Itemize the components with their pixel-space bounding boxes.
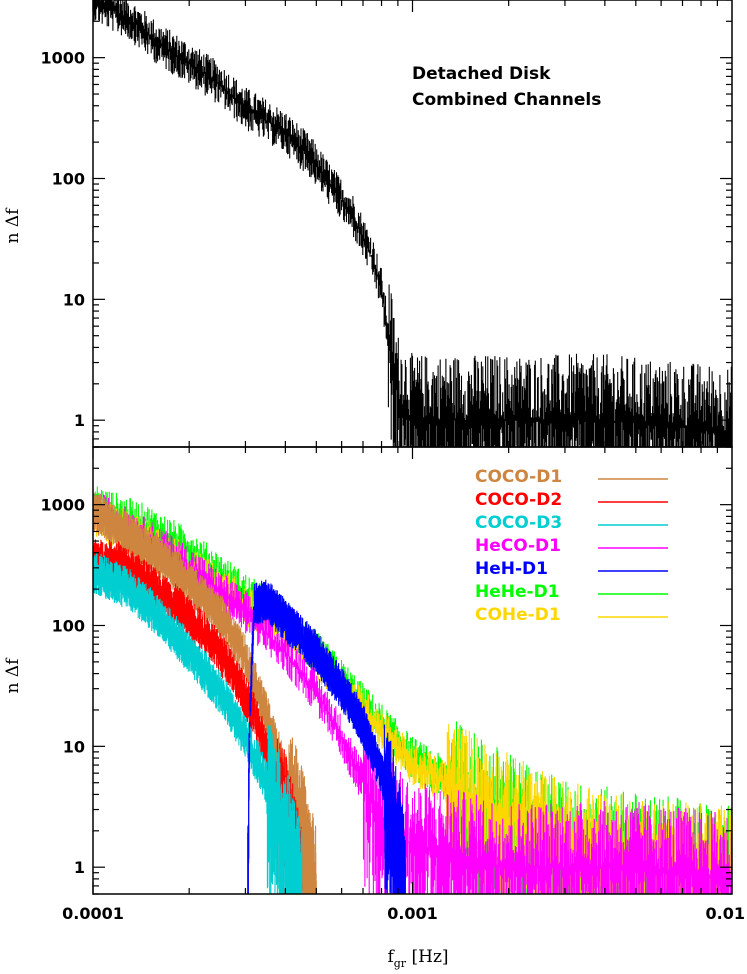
y-tick-label: 1 <box>74 858 85 877</box>
y-tick-label: 1 <box>74 411 85 430</box>
y-tick-label: 100 <box>52 170 85 189</box>
top-panel: 1000 100 10 1 <box>40 0 733 448</box>
legend-label-cohe-d1: COHe-D1 <box>475 605 561 625</box>
y-tick-label: 1000 <box>40 49 85 68</box>
legend: COCO-D1 COCO-D2 COCO-D3 HeCO-D1 HeH-D1 HeHe-D… <box>475 467 668 625</box>
series-coco-d3-trace <box>93 552 303 894</box>
series-combined-trace <box>93 0 732 447</box>
legend-label-hehe-d1: HeHe-D1 <box>475 582 560 602</box>
y-tick-label: 1000 <box>40 496 85 515</box>
y-tick-label: 10 <box>63 737 85 756</box>
legend-label-coco-d3: COCO-D3 <box>475 513 562 533</box>
annotation-line-2: Combined Channels <box>412 90 601 110</box>
panel-series-group <box>93 484 732 894</box>
y-tick-label: 10 <box>63 290 85 309</box>
legend-label-coco-d2: COCO-D2 <box>475 490 562 510</box>
y-tick-label: 100 <box>52 617 85 636</box>
x-axis-label: fgr [Hz] <box>387 947 448 970</box>
bottom-y-axis-label: n Δf <box>3 657 23 694</box>
x-axis-label-sub: gr <box>394 957 407 970</box>
series-heh-d1-trace <box>247 579 406 894</box>
legend-label-coco-d1: COCO-D1 <box>475 467 562 487</box>
panel-series-group <box>93 0 732 447</box>
x-tick-label: 0.01 <box>706 904 745 923</box>
x-axis-label-unit: [Hz] <box>406 947 448 967</box>
top-y-axis-label: n Δf <box>3 207 23 244</box>
annotation-line-1: Detached Disk <box>412 64 551 84</box>
legend-label-heh-d1: HeH-D1 <box>475 559 548 579</box>
x-tick-label: 0.0001 <box>62 904 124 923</box>
x-tick-label: 0.001 <box>387 904 438 923</box>
legend-label-heco-d1: HeCO-D1 <box>475 536 561 556</box>
x-axis-label-f: f <box>387 947 395 967</box>
